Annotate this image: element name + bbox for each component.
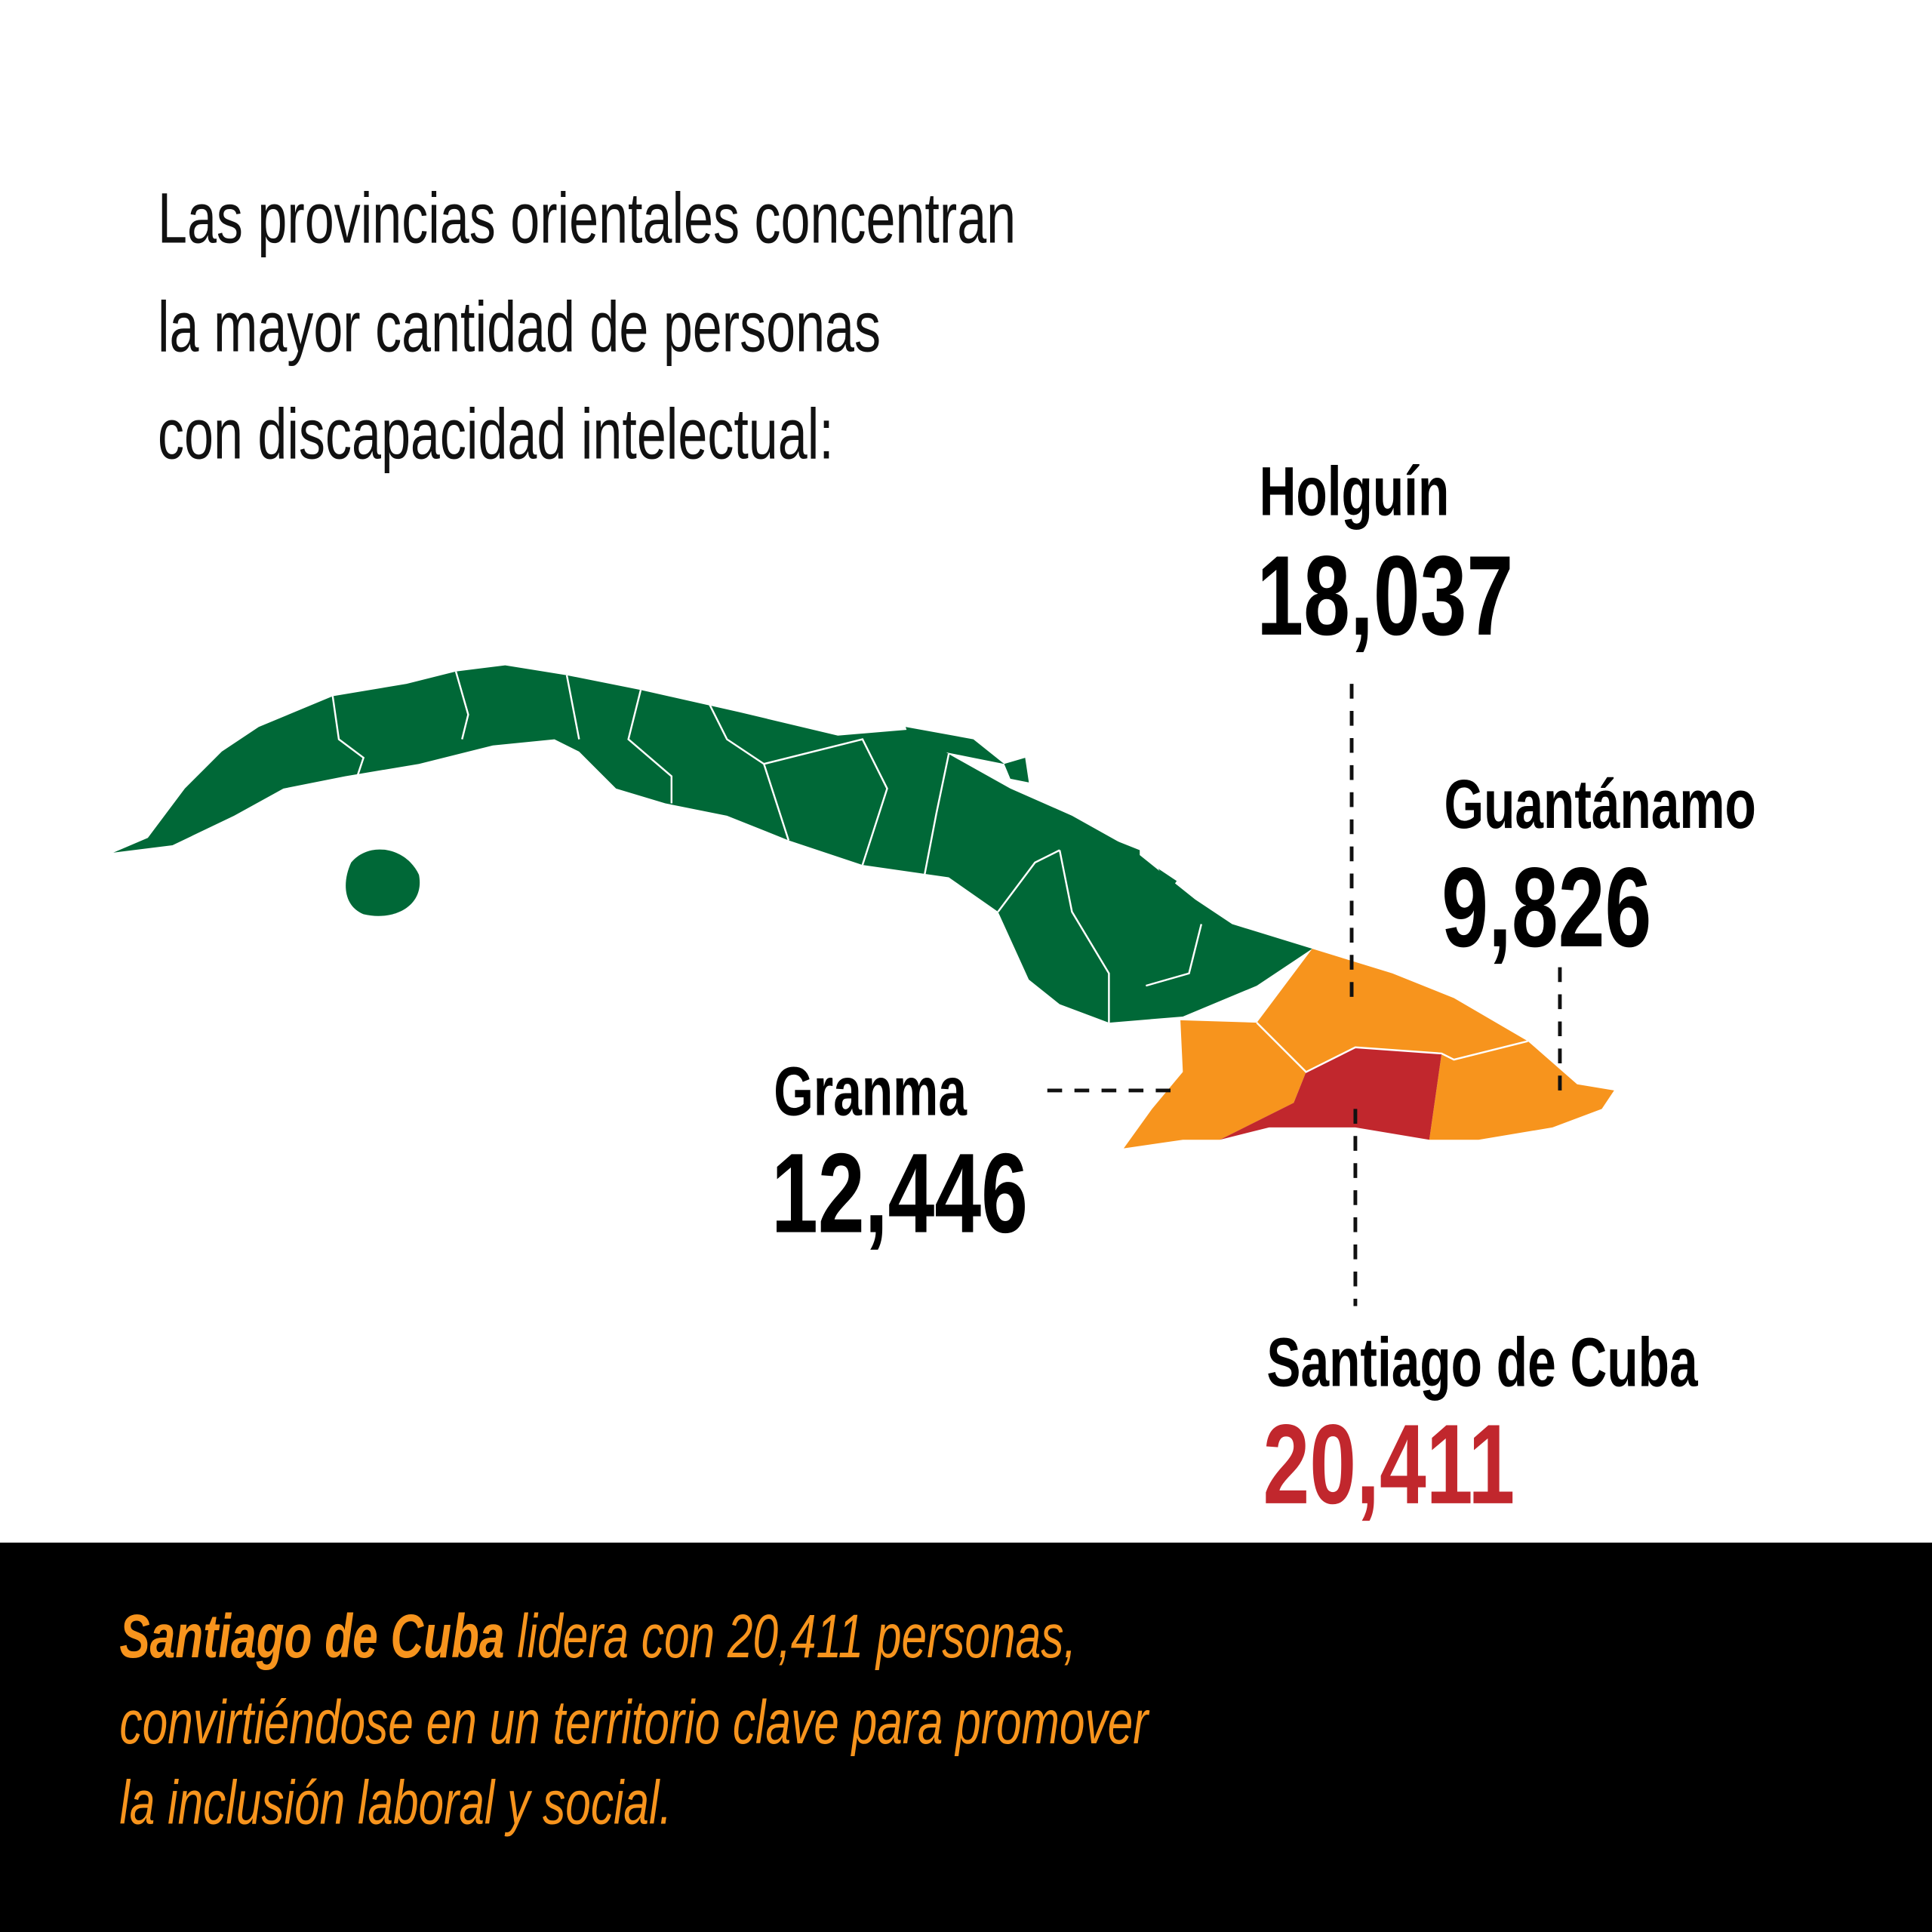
region-name: Granma — [774, 1054, 968, 1131]
island-small — [346, 849, 420, 916]
footer-line: la inclusión laboral y social. — [119, 1769, 672, 1838]
region-value: 9,826 — [1441, 843, 1651, 970]
cay — [906, 727, 1177, 890]
region-name: Santiago de Cuba — [1266, 1324, 1698, 1401]
footer-text: lidera con 20,411 personas, — [517, 1602, 1076, 1671]
title-line: con discapacidad intelectual: — [158, 394, 834, 474]
title-line: Las provincias orientales concentran — [158, 178, 1016, 258]
region-name: Holguín — [1260, 454, 1450, 531]
footer-line: convirtiéndose en un territorio clave pa… — [119, 1688, 1150, 1757]
province-borders — [331, 671, 1203, 1023]
region-granma — [1123, 1020, 1306, 1149]
footer-line: Santiago de Cuba lidera con 20,411 perso… — [119, 1602, 1076, 1671]
province-borders — [1256, 1022, 1528, 1073]
region-santiago — [1220, 1047, 1442, 1140]
region-name: Guantánamo — [1444, 766, 1755, 843]
region-value: 18,037 — [1257, 531, 1513, 658]
region-value: 12,446 — [771, 1129, 1028, 1256]
region-value: 20,411 — [1263, 1400, 1515, 1527]
title-line: la mayor cantidad de personas — [158, 287, 881, 367]
map — [113, 665, 1614, 1149]
footer-band — [0, 1543, 1932, 1932]
footer-highlight: Santiago de Cuba — [119, 1602, 504, 1671]
island-main — [113, 665, 1312, 1023]
region-guantanamo — [1429, 1041, 1614, 1140]
region-holguin — [1257, 949, 1528, 1072]
